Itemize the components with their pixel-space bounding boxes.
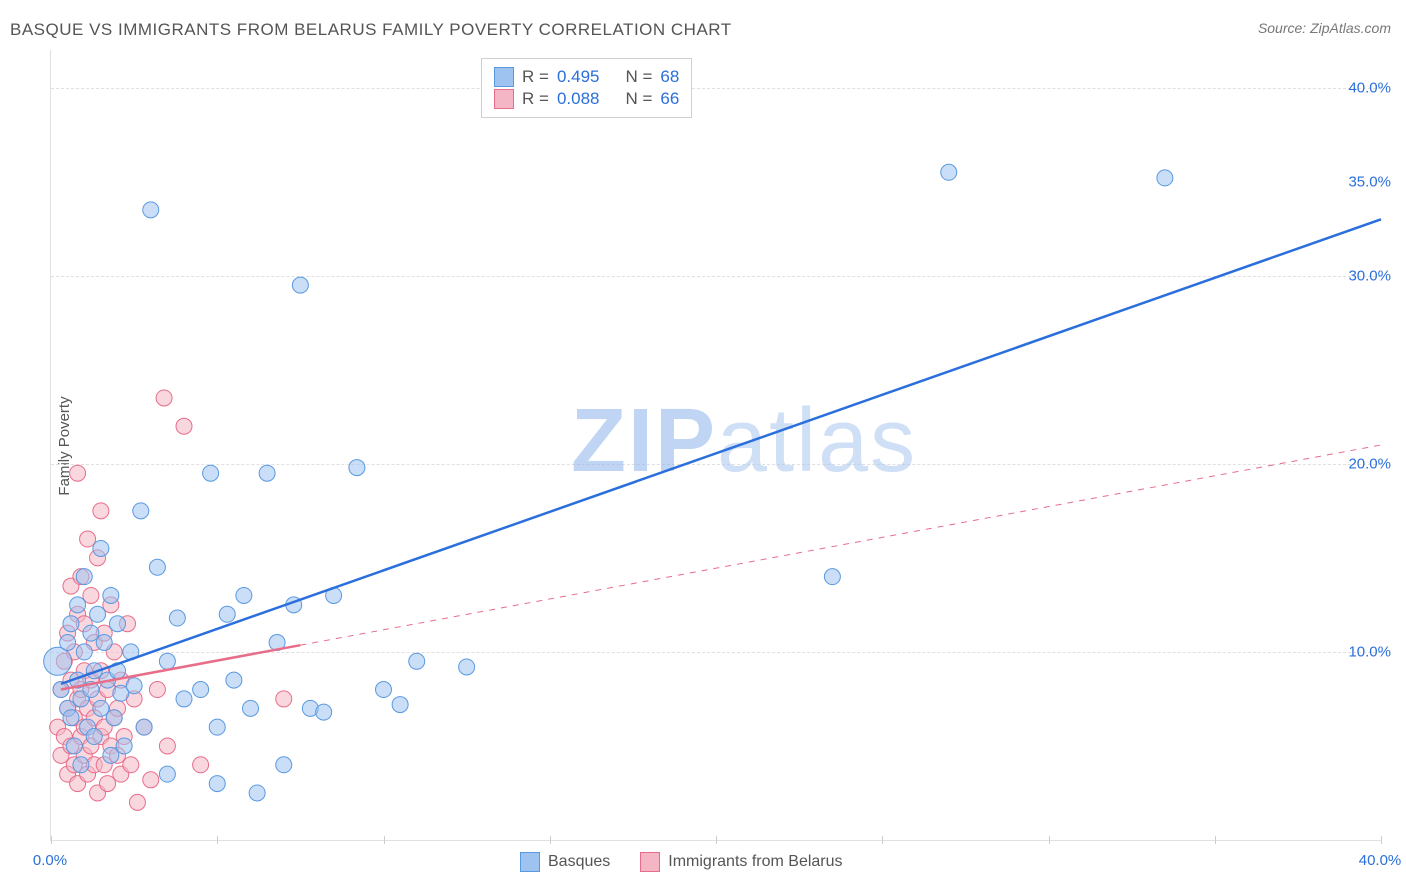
scatter-point: [392, 697, 408, 713]
scatter-point: [236, 587, 252, 603]
scatter-point: [103, 587, 119, 603]
scatter-point: [209, 776, 225, 792]
scatter-point: [941, 164, 957, 180]
scatter-point: [63, 710, 79, 726]
scatter-point: [93, 700, 109, 716]
y-axis-tick-label: 10.0%: [1348, 643, 1391, 660]
scatter-point: [459, 659, 475, 675]
n-value-belarus: 66: [660, 89, 679, 109]
scatter-point: [93, 503, 109, 519]
source-label: Source: ZipAtlas.com: [1258, 20, 1391, 36]
scatter-point: [126, 678, 142, 694]
scatter-point: [143, 772, 159, 788]
scatter-point: [129, 794, 145, 810]
scatter-point: [824, 569, 840, 585]
legend-row-belarus: R = 0.088 N = 66: [494, 89, 679, 109]
scatter-point: [63, 616, 79, 632]
scatter-point: [96, 635, 112, 651]
scatter-point: [226, 672, 242, 688]
scatter-point: [106, 710, 122, 726]
scatter-point: [203, 465, 219, 481]
scatter-point: [209, 719, 225, 735]
chart-title: BASQUE VS IMMIGRANTS FROM BELARUS FAMILY…: [10, 20, 732, 40]
scatter-point: [76, 644, 92, 660]
scatter-point: [73, 757, 89, 773]
y-axis-tick-label: 40.0%: [1348, 79, 1391, 96]
scatter-point: [259, 465, 275, 481]
scatter-point: [1157, 170, 1173, 186]
swatch-basques: [494, 67, 514, 87]
scatter-point: [70, 465, 86, 481]
r-value-belarus: 0.088: [557, 89, 600, 109]
scatter-point: [133, 503, 149, 519]
swatch-belarus-bottom: [640, 852, 660, 872]
scatter-point: [176, 418, 192, 434]
scatter-point: [156, 390, 172, 406]
scatter-point: [409, 653, 425, 669]
scatter-point: [316, 704, 332, 720]
series-legend: Basques Immigrants from Belarus: [520, 852, 843, 872]
n-value-basques: 68: [660, 67, 679, 87]
swatch-belarus: [494, 89, 514, 109]
scatter-point: [136, 719, 152, 735]
scatter-point: [276, 691, 292, 707]
scatter-point: [149, 682, 165, 698]
scatter-point: [276, 757, 292, 773]
scatter-point: [93, 540, 109, 556]
plot-area: ZIPatlas R = 0.495 N = 68 R = 0.088 N = …: [50, 50, 1381, 841]
scatter-point: [149, 559, 165, 575]
y-axis-tick-label: 20.0%: [1348, 455, 1391, 472]
legend-item-belarus: Immigrants from Belarus: [640, 852, 842, 872]
scatter-point: [110, 616, 126, 632]
scatter-point: [169, 610, 185, 626]
scatter-point: [83, 625, 99, 641]
legend-label-basques: Basques: [548, 853, 610, 871]
scatter-point: [159, 738, 175, 754]
scatter-point: [376, 682, 392, 698]
legend-item-basques: Basques: [520, 852, 610, 872]
scatter-point: [349, 460, 365, 476]
y-axis-tick-label: 35.0%: [1348, 173, 1391, 190]
scatter-point: [159, 653, 175, 669]
scatter-point: [90, 606, 106, 622]
scatter-point: [116, 738, 132, 754]
scatter-point: [193, 757, 209, 773]
legend-row-basques: R = 0.495 N = 68: [494, 67, 679, 87]
scatter-point: [292, 277, 308, 293]
scatter-point: [70, 597, 86, 613]
scatter-point: [66, 738, 82, 754]
scatter-point: [176, 691, 192, 707]
scatter-point: [193, 682, 209, 698]
scatter-point: [103, 747, 119, 763]
scatter-point: [219, 606, 235, 622]
scatter-point: [80, 531, 96, 547]
chart-svg: [51, 50, 1381, 840]
x-axis-tick-label: 0.0%: [33, 852, 67, 869]
x-axis-tick: [1381, 836, 1382, 844]
r-value-basques: 0.495: [557, 67, 600, 87]
legend-label-belarus: Immigrants from Belarus: [668, 853, 842, 871]
x-axis-tick-label: 40.0%: [1359, 852, 1402, 869]
scatter-point: [76, 569, 92, 585]
trend-line-dashed: [300, 445, 1381, 645]
scatter-point: [86, 729, 102, 745]
scatter-point: [60, 635, 76, 651]
scatter-point: [83, 587, 99, 603]
y-axis-tick-label: 30.0%: [1348, 267, 1391, 284]
swatch-basques-bottom: [520, 852, 540, 872]
scatter-point: [249, 785, 265, 801]
scatter-point: [100, 776, 116, 792]
scatter-point: [159, 766, 175, 782]
correlation-legend: R = 0.495 N = 68 R = 0.088 N = 66: [481, 58, 692, 118]
trend-line-solid: [61, 219, 1381, 684]
scatter-point: [44, 647, 72, 675]
scatter-point: [123, 757, 139, 773]
scatter-point: [143, 202, 159, 218]
scatter-point: [243, 700, 259, 716]
